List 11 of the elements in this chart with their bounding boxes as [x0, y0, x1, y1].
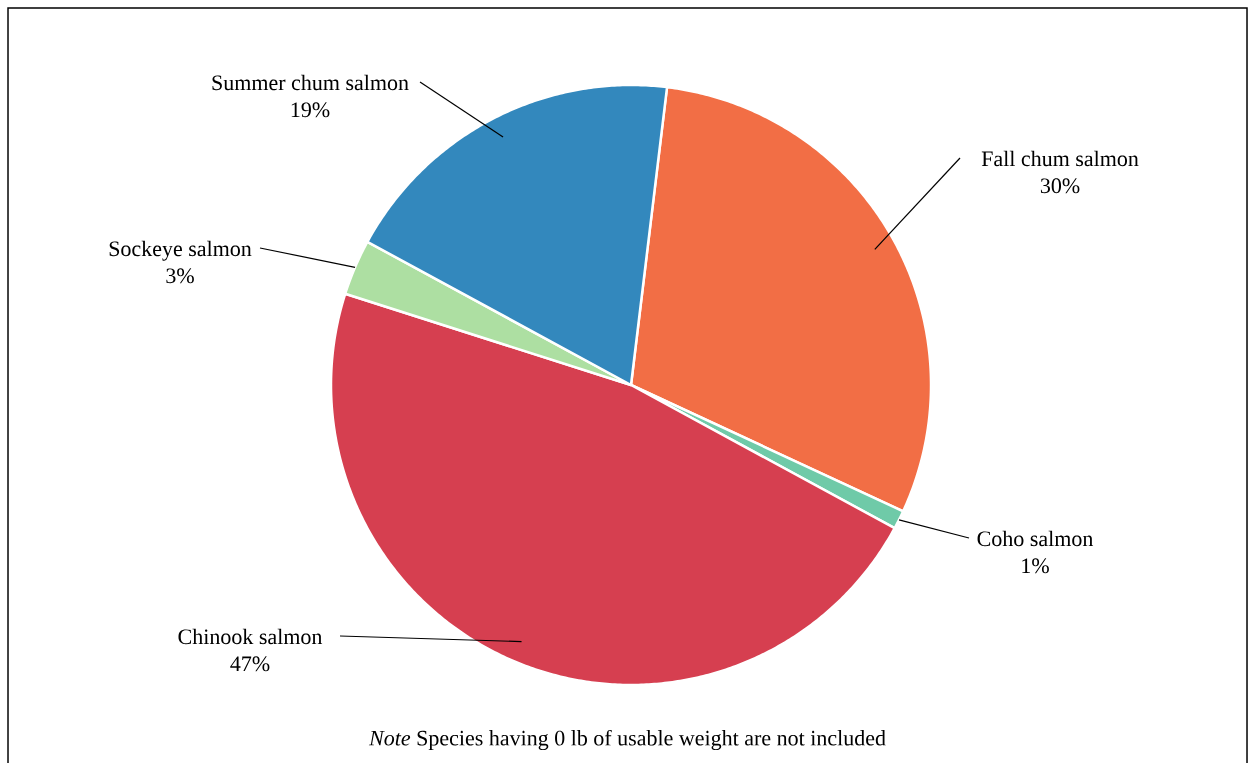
data-label: 47%	[230, 656, 270, 672]
slice-label: Chinook salmon	[178, 628, 323, 645]
data-label: 3%	[166, 268, 194, 284]
data-label: 19%	[291, 102, 330, 118]
slice-label: Coho salmon	[977, 530, 1094, 547]
data-label: 1%	[1022, 558, 1049, 574]
slice-label: Summer chum salmon	[212, 74, 409, 91]
text: Note Species having 0 lb of usable weight are not included	[368, 729, 886, 751]
data-label: 30%	[1040, 178, 1080, 194]
slice-label: Fall chum salmon	[981, 150, 1139, 167]
slice-label: Sockeye salmon	[109, 240, 252, 261]
